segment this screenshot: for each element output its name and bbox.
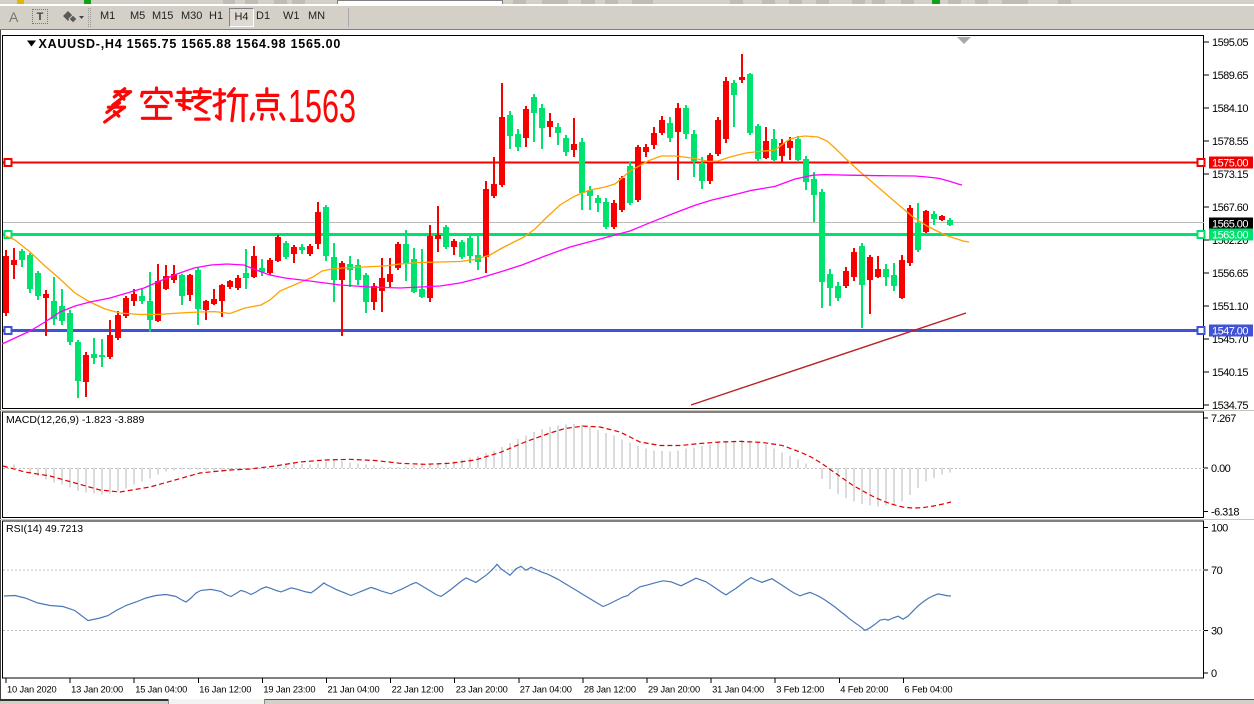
svg-text:31 Jan 04:00: 31 Jan 04:00	[712, 685, 764, 695]
svg-text:30: 30	[1211, 626, 1223, 638]
svg-text:1563.00: 1563.00	[1212, 230, 1248, 242]
svg-text:23 Jan 20:00: 23 Jan 20:00	[456, 685, 508, 695]
svg-text:4 Feb 20:00: 4 Feb 20:00	[840, 685, 888, 695]
svg-text:1589.65: 1589.65	[1212, 70, 1248, 82]
svg-text:RSI(14) 49.7213: RSI(14) 49.7213	[6, 523, 83, 535]
svg-text:70: 70	[1211, 565, 1223, 577]
svg-text:1595.05: 1595.05	[1212, 37, 1248, 49]
svg-text:1573.15: 1573.15	[1212, 169, 1248, 181]
svg-text:1534.75: 1534.75	[1212, 400, 1248, 412]
svg-text:1565.00: 1565.00	[1212, 219, 1248, 231]
svg-text:1563: 1563	[288, 80, 356, 132]
svg-text:0: 0	[1211, 668, 1217, 680]
svg-text:XAUUSD-,H4 1565.75 1565.88 15: XAUUSD-,H4 1565.75 1565.88 1564.98 1565.…	[39, 37, 342, 51]
svg-text:1556.65: 1556.65	[1212, 268, 1248, 280]
svg-text:1551.10: 1551.10	[1212, 301, 1248, 313]
svg-text:13 Jan 20:00: 13 Jan 20:00	[71, 685, 123, 695]
svg-text:6 Feb 04:00: 6 Feb 04:00	[904, 685, 952, 695]
svg-text:29 Jan 20:00: 29 Jan 20:00	[648, 685, 700, 695]
svg-text:27 Jan 04:00: 27 Jan 04:00	[520, 685, 572, 695]
svg-text:22 Jan 12:00: 22 Jan 12:00	[392, 685, 444, 695]
svg-text:16 Jan 12:00: 16 Jan 12:00	[199, 685, 251, 695]
svg-text:100: 100	[1211, 522, 1228, 534]
svg-text:7.267: 7.267	[1211, 413, 1236, 425]
svg-text:1547.00: 1547.00	[1212, 326, 1248, 338]
svg-text:0.00: 0.00	[1211, 463, 1231, 475]
svg-text:1567.60: 1567.60	[1212, 202, 1248, 214]
svg-text:3 Feb 12:00: 3 Feb 12:00	[776, 685, 824, 695]
svg-text:1545.70: 1545.70	[1212, 334, 1248, 346]
svg-text:28 Jan 12:00: 28 Jan 12:00	[584, 685, 636, 695]
svg-text:10 Jan 2020: 10 Jan 2020	[7, 685, 57, 695]
svg-text:1540.15: 1540.15	[1212, 367, 1248, 379]
svg-text:15 Jan 04:00: 15 Jan 04:00	[135, 685, 187, 695]
svg-text:21 Jan 04:00: 21 Jan 04:00	[328, 685, 380, 695]
svg-text:-6.318: -6.318	[1211, 507, 1239, 519]
svg-text:MACD(12,26,9) -1.823 -3.889: MACD(12,26,9) -1.823 -3.889	[6, 414, 144, 426]
svg-text:1575.00: 1575.00	[1212, 158, 1248, 170]
svg-text:19 Jan 23:00: 19 Jan 23:00	[263, 685, 315, 695]
svg-text:1584.10: 1584.10	[1212, 103, 1248, 115]
svg-text:1578.55: 1578.55	[1212, 136, 1248, 148]
